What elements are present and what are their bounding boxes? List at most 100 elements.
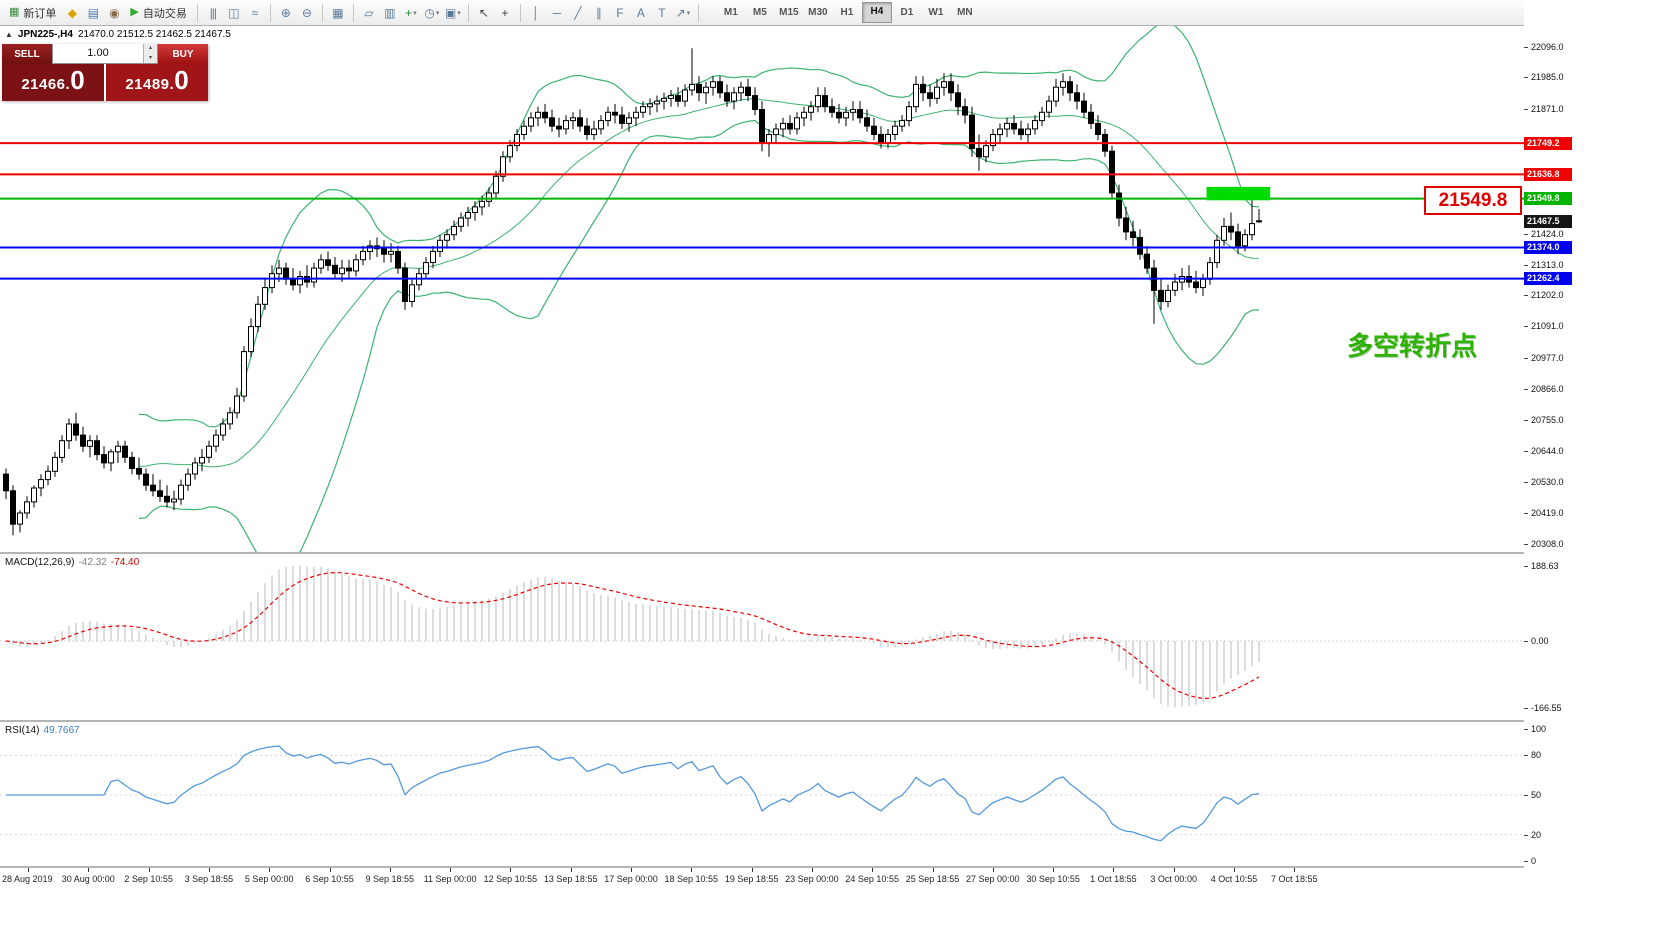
navigator-icon[interactable]: ◉ [109,5,120,20]
new-order-button[interactable]: ▦ 新订单 [9,6,57,20]
price-badge: 21467.5 [1524,215,1572,228]
time-tick [28,868,29,872]
text-icon[interactable]: A [636,5,645,20]
chart-shift-icon[interactable]: ▥ [384,5,396,20]
time-tick [208,868,210,872]
axis-tick [1524,641,1528,642]
templates-icon[interactable]: ▣ ▾ [444,5,461,20]
price-axis-label: 20530.0 [1531,477,1564,488]
time-tick [811,868,813,872]
zoom-out-icon[interactable]: ⊖ [301,5,312,20]
fibonacci-icon[interactable]: F [616,5,624,20]
time-axis-label: 2 Sep 10:55 [124,874,173,884]
one-click-toggle-icon[interactable]: ▲ [5,30,13,39]
zoom-in-icon[interactable]: ⊕ [280,5,291,20]
time-axis-label: 30 Aug 00:00 [61,874,115,884]
horizontal-line-icon[interactable]: ─ [552,5,562,20]
timeframe-mn-button[interactable]: MN [957,7,973,18]
price-badge: 21636.8 [1524,167,1572,181]
timeframe-group: M1 M5 M15 M30 H1 H4 D1 W1 MN [717,2,979,23]
rsi-header: RSI(14) 49.7667 [5,725,80,736]
time-tick [88,868,90,872]
sell-button[interactable]: SELL [2,44,52,64]
bar-chart-icon[interactable]: ||| [209,5,217,20]
price-callout[interactable]: 21549.8 [1424,186,1522,215]
macd-axis-label: -166.55 [1531,702,1562,713]
arrows-icon[interactable]: ↗ ▾ [675,5,691,20]
axis-tick [1524,295,1528,297]
axis-tick [1524,794,1528,796]
price-axis-label: 20977.0 [1531,353,1564,364]
periods-icon[interactable]: ◷ ▾ [424,5,440,20]
time-axis-label: 3 Sep 18:55 [184,874,234,884]
timeframe-m15-button[interactable]: M15 [779,7,799,18]
timeframe-w1-button[interactable]: W1 [928,7,944,18]
candlestick-chart-icon[interactable]: ◫ [228,5,240,20]
time-tick [450,868,452,872]
chevron-down-icon: ▾ [435,9,440,17]
time-axis-label: 9 Sep 18:55 [365,874,415,884]
crosshair-icon[interactable]: + [501,5,509,20]
timeframe-d1-button[interactable]: D1 [900,7,914,18]
time-tick [751,868,753,872]
axis-tick [1524,109,1528,111]
time-tick [631,868,632,872]
equidistant-channel-icon[interactable]: ∥ [595,5,602,20]
turning-point-annotation[interactable]: 多空转折点 [1347,331,1478,361]
time-axis-label: 6 Sep 10:55 [305,874,354,884]
time-tick [1053,868,1055,872]
time-tick [329,868,331,872]
macd-signal-value: -74.40 [110,557,140,568]
trendline-icon[interactable]: ╱ [574,5,582,20]
toolbar: ▦ 新订单 ◆ ▤ ◉ ▶ 自动交易 ||| ◫ ≈ ⊕ ⊖ ▦ ▱ ▥ + ▾ ◷ ▾ ▣ ▾ ↖ + │ ─ ╱ ∥ F A T ↗ ▾ … [0,0,1674,26]
ohlc-values: 21470.0 21512.5 21462.5 21467.5 [77,29,231,40]
price-axis-label: 21985.0 [1531,72,1564,83]
time-axis-label: 7 Oct 18:55 [1271,874,1318,884]
macd-header: MACD(12,26,9) -42.32 -74.40 [5,557,139,568]
indicators-icon[interactable]: + ▾ [405,5,417,20]
time-axis-label: 28 Aug 2019 [2,874,53,884]
toolbar-separator [321,3,323,22]
toolbar-separator [269,3,271,22]
sell-price-button[interactable]: 21466. 0 [2,64,106,101]
axis-tick [1524,707,1528,709]
time-tick [148,868,150,872]
rsi-axis-label: 20 [1531,829,1542,840]
vertical-line-icon[interactable]: │ [532,5,540,20]
axis-tick [1524,77,1528,79]
sell-price-big-digit: 0 [70,65,85,95]
price-axis[interactable]: 22096.0 21985.0 21871.0 21424.0 21313.0 21202… [1524,0,1674,890]
timeframe-m30-button[interactable]: M30 [808,7,828,18]
time-axis[interactable]: 28 Aug 2019 30 Aug 00:00 2 Sep 10:55 3 Sep … [0,868,1524,890]
new-order-label: 新订单 [23,7,57,20]
price-axis-label: 20644.0 [1531,445,1564,456]
tile-windows-icon[interactable]: ▦ [332,5,344,20]
macd-label: MACD(12,26,9) [5,557,75,568]
volume-down-button[interactable]: ▾ [144,53,157,63]
time-axis-label: 23 Sep 00:00 [785,874,839,884]
chevron-down-icon: ▾ [457,9,461,17]
data-window-icon[interactable]: ▤ [87,5,100,20]
auto-trading-label: 自动交易 [142,7,187,20]
cursor-icon[interactable]: ↖ [478,5,489,20]
buy-price-button[interactable]: 21489. 0 [106,64,208,101]
axis-tick [1524,565,1528,567]
line-chart-icon[interactable]: ≈ [251,5,259,20]
price-axis-label: 20755.0 [1531,414,1564,425]
buy-button[interactable]: BUY [158,44,208,64]
timeframe-m1-button[interactable]: M1 [723,7,738,18]
axis-tick [1524,834,1528,836]
text-label-icon[interactable]: T [658,5,666,20]
volume-input[interactable]: 1.00 ▴ ▾ [52,44,158,64]
timeframe-h1-button[interactable]: H1 [840,7,854,18]
volume-up-button[interactable]: ▴ [144,44,157,54]
auto-trading-button[interactable]: ▶ 自动交易 [130,6,187,20]
market-watch-icon[interactable]: ◆ [67,5,78,20]
symbol-name: JPN225-,H4 [17,29,73,40]
timeframe-m5-button[interactable]: M5 [752,7,767,18]
auto-scroll-icon[interactable]: ▱ [364,5,374,20]
volume-spinner: ▴ ▾ [143,44,157,63]
timeframe-h4-button[interactable]: H4 [861,2,892,23]
price-axis-label: 21202.0 [1531,290,1564,301]
